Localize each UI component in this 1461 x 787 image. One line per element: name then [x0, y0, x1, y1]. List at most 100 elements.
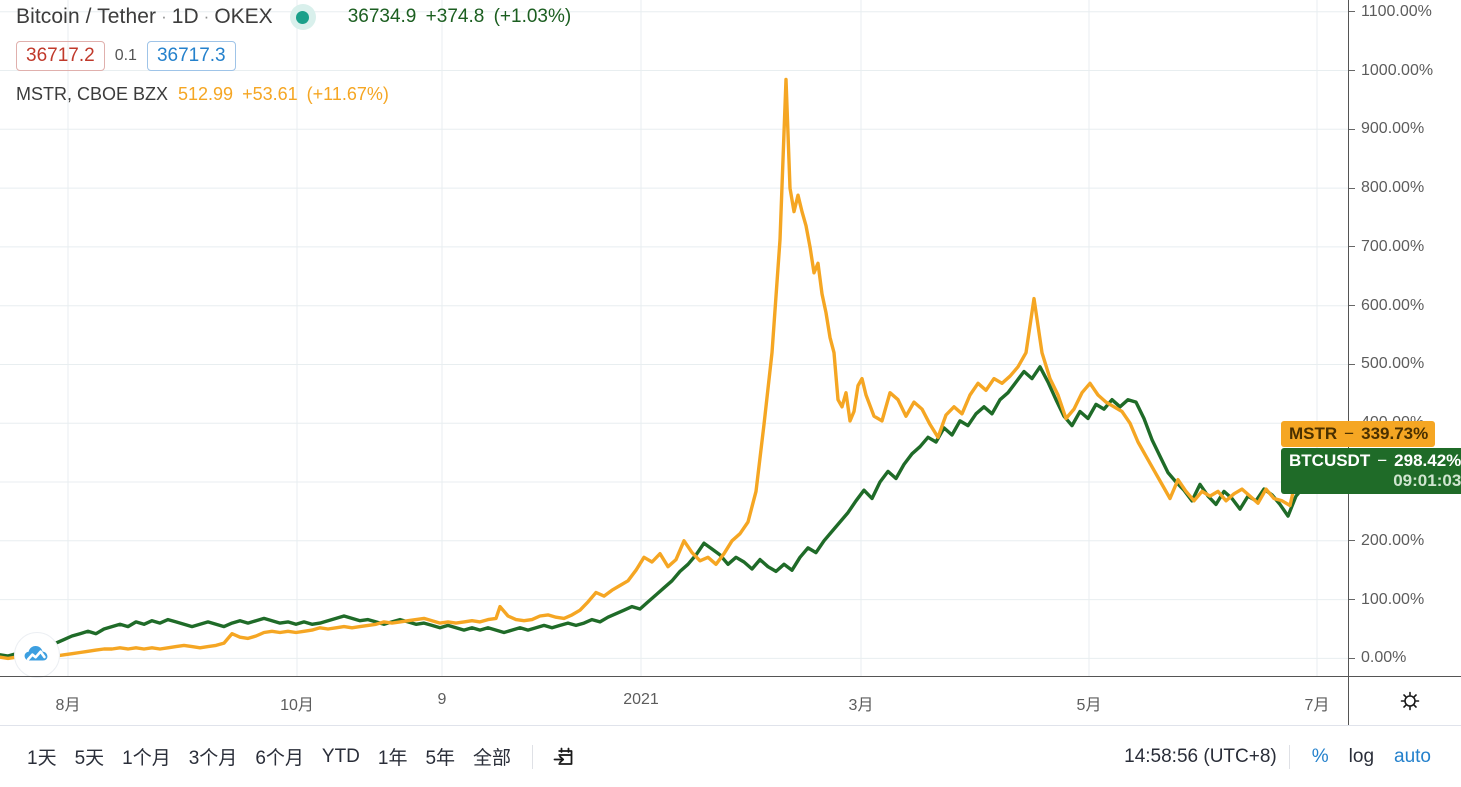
market-open-dot-inner [296, 10, 310, 24]
toolbar-right-group: 14:58:56 (UTC+8) % log auto [1124, 741, 1461, 773]
price-tick: 1000.00% [1349, 61, 1434, 79]
session-clock: 14:58:56 (UTC+8) [1124, 745, 1277, 767]
price-tick: 500.00% [1349, 355, 1425, 373]
price-badge-btc-time: 09:01:03 [1393, 471, 1461, 491]
price-badge-btc-value: 298.42% [1394, 451, 1461, 471]
price-tick-mark [1349, 657, 1355, 659]
interval-label[interactable]: 1D [171, 5, 199, 28]
price-tick-mark [1349, 363, 1355, 365]
price-tick-mark [1349, 70, 1355, 72]
series-line-mstr [0, 77, 1314, 661]
legend-separator-1: · [161, 7, 167, 26]
range-button-1个月[interactable]: 1个月 [122, 748, 171, 769]
cloud-chart-logo [14, 632, 60, 678]
price-tick-label: 1000.00% [1361, 61, 1434, 79]
price-badge-btc-name: BTCUSDT [1289, 451, 1371, 471]
goto-date-icon [553, 747, 573, 765]
price-change: +374.8 [425, 6, 485, 27]
price-tick-label: 1100.00% [1361, 2, 1432, 20]
quote-group: 36734.9 +374.8 (+1.03%) [348, 6, 572, 28]
range-button-3个月[interactable]: 3个月 [188, 748, 238, 769]
price-tick-label: 800.00% [1361, 179, 1425, 197]
ask-price-button[interactable]: 36717.3 [146, 41, 236, 71]
scale-button-log[interactable]: log [1348, 745, 1375, 767]
price-tick-mark [1349, 540, 1355, 542]
bottom-toolbar: 1天 5天 1个月 3个月 6个月 YTD 1年 5年 全部 14:58:56 (UTC+8) … [0, 725, 1461, 787]
spread-value: 0.1 [114, 47, 137, 64]
price-tick: 900.00% [1349, 120, 1425, 138]
scale-mode-buttons: % log auto [1302, 741, 1441, 773]
price-change-percent: (+1.03%) [493, 6, 572, 27]
price-tick: 200.00% [1349, 531, 1425, 549]
range-button-5年[interactable]: 5年 [425, 748, 456, 769]
price-tick-label: 100.00% [1361, 590, 1425, 608]
legend-row-compare[interactable]: MSTR, CBOE BZX 512.99 +53.61 (+11.67%) [0, 79, 700, 109]
time-tick-label: 2021 [623, 691, 659, 708]
price-tick-label: 200.00% [1361, 531, 1425, 549]
compare-change-percent: (+11.67%) [306, 83, 389, 104]
range-button-全部[interactable]: 全部 [473, 748, 512, 769]
chart-legend: Bitcoin / Tether · 1D · OKEX 36734.9 +37… [0, 0, 700, 109]
compare-symbol-label[interactable]: MSTR, CBOE BZX [16, 83, 169, 104]
chart-settings-button[interactable] [1382, 685, 1438, 717]
goto-date-button[interactable] [545, 740, 583, 774]
symbol-title[interactable]: Bitcoin / Tether [16, 5, 157, 28]
price-tick: 700.00% [1349, 237, 1425, 255]
bid-price-button[interactable]: 36717.2 [16, 41, 105, 71]
price-tick-mark [1349, 128, 1355, 130]
time-scale[interactable]: 8月 10月 9 2021 3月 5月 7月 [0, 676, 1461, 726]
toolbar-divider-right [1288, 744, 1290, 769]
price-tick: 0.00% [1349, 649, 1407, 667]
scale-button-auto[interactable]: auto [1394, 745, 1431, 767]
cloud-chart-logo-icon [24, 646, 48, 661]
price-tick: 100.00% [1349, 590, 1425, 608]
range-button-1天[interactable]: 1天 [27, 748, 57, 769]
toolbar-divider-left [532, 744, 534, 769]
legend-row-main[interactable]: Bitcoin / Tether · 1D · OKEX 36734.9 +37… [0, 0, 700, 34]
price-badge-btc-dash: − [1377, 451, 1388, 471]
range-button-6个月[interactable]: 6个月 [255, 748, 304, 769]
market-open-dot-icon[interactable] [289, 4, 316, 30]
price-tick-mark [1349, 187, 1355, 189]
gear-icon [1400, 691, 1420, 711]
price-tick: 1100.00% [1349, 2, 1432, 20]
series-line-btcusdt [0, 365, 1314, 658]
time-tick-label: 3月 [848, 697, 874, 714]
range-button-1年[interactable]: 1年 [377, 748, 408, 769]
last-price: 36734.9 [347, 6, 417, 27]
price-tick-label: 900.00% [1361, 120, 1425, 138]
scale-button-%[interactable]: % [1311, 745, 1329, 767]
price-tick-mark [1349, 305, 1355, 307]
price-tick-label: 500.00% [1361, 355, 1425, 373]
price-tick-label: 600.00% [1361, 296, 1425, 314]
price-badge-mstr-name: MSTR [1289, 424, 1338, 443]
price-tick-mark [1349, 246, 1355, 248]
compare-change: +53.61 [242, 83, 298, 104]
time-tick-label: 5月 [1076, 697, 1102, 714]
price-badge-mstr-dash: − [1344, 424, 1355, 443]
range-button-YTD[interactable]: YTD [321, 745, 360, 767]
legend-separator-2: · [203, 7, 210, 26]
price-tick-label: 0.00% [1361, 649, 1407, 667]
price-tick-mark [1349, 11, 1355, 13]
compare-last-price: 512.99 [178, 83, 234, 104]
range-button-5天[interactable]: 5天 [74, 748, 105, 769]
time-range-buttons: 1天 5天 1个月 3个月 6个月 YTD 1年 5年 全部 [0, 738, 520, 775]
time-tick-label: 8月 [55, 697, 81, 714]
time-tick-label: 7月 [1304, 697, 1330, 714]
price-tick-label: 700.00% [1361, 237, 1425, 255]
time-tick-label: 9 [437, 691, 447, 708]
price-tick: 800.00% [1349, 179, 1425, 197]
compare-quote-group: 512.99 +53.61 (+11.67%) [178, 84, 389, 105]
price-scale[interactable]: 0.00%100.00%200.00%300.00%400.00%500.00%… [1281, 0, 1461, 676]
price-badge-mstr-value: 339.73% [1361, 424, 1429, 443]
price-badge-btcusdt[interactable]: BTCUSDT −298.42% 09:01:03 [1281, 448, 1461, 494]
price-badge-mstr[interactable]: MSTR −339.73% [1281, 421, 1436, 447]
time-tick-label: 10月 [280, 697, 314, 714]
price-tick: 600.00% [1349, 296, 1425, 314]
legend-row-bidask: 36717.2 0.1 36717.3 [0, 38, 700, 74]
time-scale-divider [1348, 677, 1349, 726]
exchange-label[interactable]: OKEX [214, 5, 273, 28]
price-tick-mark [1349, 599, 1355, 601]
